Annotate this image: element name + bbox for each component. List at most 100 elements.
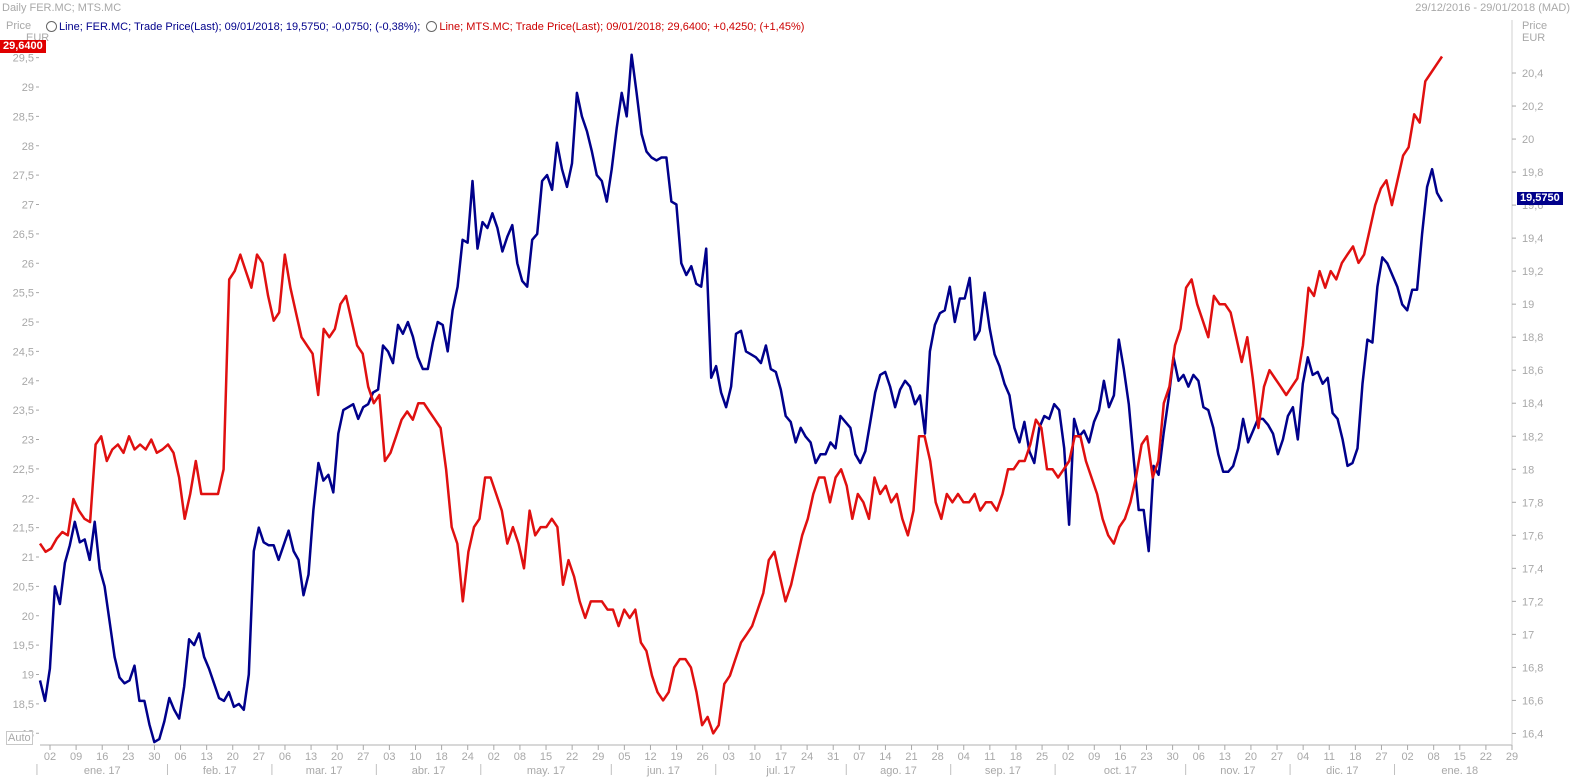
x-tick-label: 19 <box>670 751 682 763</box>
left-tick-label: 19,5 <box>13 640 34 652</box>
left-tick-label: 28,5 <box>13 111 34 123</box>
left-tick-label: 23 <box>22 435 34 447</box>
x-tick-label: 08 <box>514 751 526 763</box>
x-tick-label: 03 <box>383 751 395 763</box>
x-tick-label: 22 <box>566 751 578 763</box>
left-tick-label: 28 <box>22 141 34 153</box>
x-tick-label: 18 <box>1010 751 1022 763</box>
left-axis-unit-line1: Price <box>6 20 32 32</box>
date-range: 29/12/2016 - 29/01/2018 (MAD) <box>1415 2 1570 14</box>
month-label: ene. 18 <box>1441 765 1478 777</box>
x-tick-label: 12 <box>644 751 656 763</box>
right-tick-label: 18 <box>1522 464 1534 476</box>
month-label: jun. 17 <box>646 765 680 777</box>
x-tick-label: 27 <box>1271 751 1283 763</box>
x-tick-label: 13 <box>305 751 317 763</box>
right-tick-label: 19,8 <box>1522 167 1543 179</box>
legend-mts[interactable]: Line; MTS.MC; Trade Price(Last); 09/01/2… <box>439 21 805 34</box>
x-tick-label: 05 <box>618 751 630 763</box>
left-tick-label: 22 <box>22 493 34 505</box>
last-price-badge-fer: 19,5750 <box>1517 192 1563 205</box>
x-tick-label: 02 <box>44 751 56 763</box>
x-tick-label: 13 <box>1219 751 1231 763</box>
legend-fer[interactable]: Line; FER.MC; Trade Price(Last); 09/01/2… <box>59 21 421 34</box>
x-tick-label: 25 <box>1036 751 1048 763</box>
left-tick-label: 24,5 <box>13 346 34 358</box>
x-tick-label: 06 <box>1193 751 1205 763</box>
chart-title: Daily FER.MC; MTS.MC <box>2 2 122 14</box>
clock-icon[interactable] <box>426 20 438 32</box>
month-label: ene. 17 <box>84 765 121 777</box>
x-tick-label: 13 <box>201 751 213 763</box>
x-tick-label: 18 <box>1349 751 1361 763</box>
x-tick-label: 22 <box>1480 751 1492 763</box>
series-line-fer <box>38 53 1444 744</box>
left-tick-label: 29,5 <box>13 53 34 65</box>
x-tick-label: 27 <box>1375 751 1387 763</box>
left-tick-label: 24 <box>22 376 34 388</box>
x-tick-label: 18 <box>435 751 447 763</box>
x-tick-label: 20 <box>1245 751 1257 763</box>
x-tick-label: 16 <box>96 751 108 763</box>
x-tick-label: 02 <box>1401 751 1413 763</box>
right-axis-unit-line1: Price <box>1522 20 1548 32</box>
month-label: mar. 17 <box>306 765 343 777</box>
right-tick-label: 16,8 <box>1522 662 1543 674</box>
right-tick-label: 19,4 <box>1522 233 1543 245</box>
left-tick-label: 22,5 <box>13 464 34 476</box>
x-tick-label: 07 <box>853 751 865 763</box>
month-label: feb. 17 <box>203 765 237 777</box>
right-tick-label: 17,6 <box>1522 530 1543 542</box>
left-tick-label: 21,5 <box>13 523 34 535</box>
x-tick-label: 04 <box>958 751 970 763</box>
x-tick-label: 31 <box>827 751 839 763</box>
chart-title-bar: Daily FER.MC; MTS.MC 29/12/2016 - 29/01/… <box>0 0 1578 18</box>
x-tick-label: 06 <box>174 751 186 763</box>
last-price-badge-mts: 29,6400 <box>0 40 46 53</box>
x-tick-label: 20 <box>331 751 343 763</box>
right-tick-label: 16,6 <box>1522 695 1543 707</box>
right-tick-label: 17,2 <box>1522 596 1543 608</box>
x-tick-label: 21 <box>905 751 917 763</box>
auto-scale-button[interactable]: Auto <box>6 731 33 745</box>
x-tick-label: 10 <box>749 751 761 763</box>
x-tick-label: 30 <box>148 751 160 763</box>
x-tick-label: 02 <box>488 751 500 763</box>
x-tick-label: 11 <box>984 751 995 763</box>
right-tick-label: 17,4 <box>1522 563 1543 575</box>
right-tick-label: 16,4 <box>1522 728 1543 740</box>
x-tick-label: 15 <box>540 751 552 763</box>
x-tick-label: 10 <box>409 751 421 763</box>
month-label: ago. 17 <box>880 765 917 777</box>
month-label: abr. 17 <box>412 765 446 777</box>
series-line-mts <box>38 55 1444 735</box>
x-tick-label: 26 <box>697 751 709 763</box>
x-tick-label: 03 <box>723 751 735 763</box>
month-label: may. 17 <box>527 765 565 777</box>
month-label: jul. 17 <box>765 765 795 777</box>
left-tick-label: 20,5 <box>13 581 34 593</box>
left-tick-label: 20 <box>22 611 34 623</box>
month-label: nov. 17 <box>1220 765 1255 777</box>
x-tick-label: 24 <box>801 751 813 763</box>
clock-icon[interactable] <box>46 20 57 32</box>
right-tick-label: 17 <box>1522 629 1534 641</box>
left-tick-label: 21 <box>22 552 34 564</box>
left-tick-label: 19 <box>22 670 34 682</box>
left-tick-label: 29 <box>22 82 34 94</box>
x-tick-label: 29 <box>592 751 604 763</box>
x-tick-label: 09 <box>1088 751 1100 763</box>
x-tick-label: 24 <box>462 751 474 763</box>
left-tick-label: 27 <box>22 200 34 212</box>
x-tick-label: 15 <box>1454 751 1466 763</box>
x-tick-label: 29 <box>1506 751 1518 763</box>
month-label: sep. 17 <box>985 765 1021 777</box>
legend: Line; FER.MC; Trade Price(Last); 09/01/2… <box>46 20 805 34</box>
right-tick-label: 18,4 <box>1522 398 1543 410</box>
right-axis-unit: Price EUR <box>1522 20 1547 44</box>
right-tick-label: 20,4 <box>1522 68 1543 80</box>
left-tick-label: 26 <box>22 258 34 270</box>
left-tick-label: 25,5 <box>13 288 34 300</box>
right-tick-label: 20,2 <box>1522 101 1543 113</box>
